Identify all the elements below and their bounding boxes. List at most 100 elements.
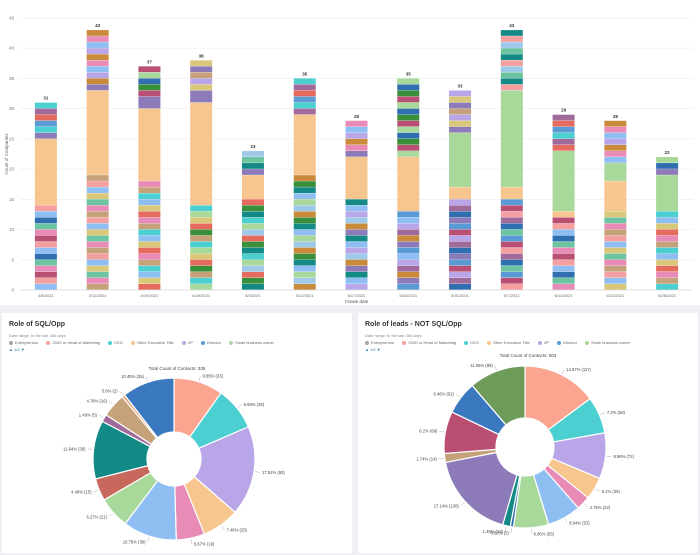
- pie-slice-label: 11.06% (89): [470, 363, 493, 368]
- bar-segment: [138, 108, 161, 181]
- bar-segment: [449, 205, 472, 212]
- pie-slice-label: 7.2% (58): [607, 410, 626, 415]
- bar-segment: [138, 217, 161, 224]
- legend-label: VP: [543, 340, 550, 345]
- bar-segment: [449, 283, 472, 290]
- legend-item[interactable]: Other Executive Title: [486, 340, 530, 345]
- bar-total-label: 38: [199, 53, 205, 58]
- bar-segment: [604, 132, 627, 139]
- bar-segment: [449, 96, 472, 103]
- bar-segment: [293, 199, 316, 206]
- bar-segment: [241, 157, 264, 163]
- pie-leader-line: [93, 489, 99, 493]
- pie-slice-label: 10.75% (36): [123, 539, 146, 544]
- bar-segment: [500, 66, 523, 73]
- legend-swatch: [9, 340, 13, 345]
- bar-segment: [138, 223, 161, 230]
- bar-segment: [552, 229, 575, 236]
- bar-segment: [500, 90, 523, 187]
- pie-leader-line: [108, 401, 113, 405]
- pie-slice-label: 5.67% (19): [194, 542, 215, 547]
- bar-segment: [500, 223, 523, 230]
- legend-item[interactable]: VP: [181, 340, 193, 345]
- bar-total-label: 22: [665, 150, 671, 155]
- bar-segment: [397, 247, 420, 254]
- bar-segment: [656, 157, 679, 163]
- legend-swatch: [365, 340, 369, 345]
- pie-slice-label: 6.85% (55): [534, 531, 555, 536]
- legend-label: Entrepreneur: [15, 340, 39, 345]
- pie-leader-line: [147, 537, 150, 542]
- bar-segment: [138, 205, 161, 212]
- bar-segment: [190, 247, 213, 254]
- bar-segment: [34, 217, 57, 224]
- bar-segment: [449, 241, 472, 248]
- bar-segment: [604, 235, 627, 242]
- legend-item[interactable]: VP: [537, 340, 550, 345]
- bar-segment: [86, 66, 109, 73]
- y-tick-label: 35: [9, 76, 15, 81]
- bar-segment: [86, 60, 109, 67]
- bar-segment: [500, 30, 523, 36]
- pie-slice: [471, 365, 526, 426]
- bar-segment: [190, 78, 213, 85]
- bar-segment: [86, 90, 109, 175]
- legend-item[interactable]: Director: [201, 340, 221, 345]
- legend-item[interactable]: CEO: [108, 340, 123, 345]
- not-sql-opp-panel: Role of leads - NOT SQL/Opp Date range: …: [358, 313, 698, 553]
- pie-slice-label: 6.46% (52): [433, 392, 454, 397]
- bar-segment: [449, 211, 472, 218]
- bar-segment: [241, 253, 264, 260]
- legend-item[interactable]: Other Executive Title: [130, 340, 174, 345]
- bar-segment: [190, 229, 213, 236]
- bar-segment: [34, 229, 57, 236]
- bar-segment: [190, 271, 213, 278]
- bar-segment: [656, 163, 679, 169]
- pie-leader-line: [561, 369, 565, 374]
- y-tick-label: 0: [11, 288, 14, 293]
- legend-item[interactable]: CEO: [464, 340, 479, 345]
- bar-segment: [656, 271, 679, 278]
- x-tick-label: 5/3/2021: [245, 293, 261, 298]
- pie-leader-line: [564, 518, 568, 524]
- bar-segment: [500, 187, 523, 200]
- bar-segment: [293, 78, 316, 85]
- legend-item[interactable]: CMO or Head of Marketing: [402, 340, 456, 345]
- bar-segment: [656, 277, 679, 284]
- left-legend-pager[interactable]: ▲ 1/2 ▼: [9, 347, 25, 352]
- bar-segment: [656, 265, 679, 272]
- legend-item[interactable]: Small business owner: [229, 340, 274, 345]
- bar-segment: [449, 223, 472, 230]
- legend-item[interactable]: Director: [557, 340, 577, 345]
- bar-segment: [449, 265, 472, 272]
- pie-leader-line: [108, 513, 113, 517]
- bar-total-label: 28: [613, 114, 619, 119]
- bar-segment: [293, 229, 316, 236]
- pie-slice-label: 17.14% (138): [434, 503, 460, 508]
- legend-item[interactable]: Entrepreneur: [9, 340, 38, 345]
- legend-label: Director: [563, 340, 578, 345]
- bar-segment: [604, 126, 627, 133]
- right-legend-pager[interactable]: ▲ 1/2 ▼: [365, 347, 381, 352]
- bar-segment: [241, 169, 264, 175]
- bar-segment: [86, 72, 109, 79]
- bar-segment: [345, 144, 368, 151]
- bar-segment: [604, 277, 627, 284]
- bar-segment: [604, 181, 627, 212]
- bar-segment: [34, 265, 57, 272]
- bar-segment: [500, 211, 523, 218]
- pie-slice-label: 14.57% (117): [566, 367, 591, 372]
- bar-segment: [138, 199, 161, 206]
- bar-segment: [604, 138, 627, 145]
- legend-item[interactable]: Small business owner: [585, 340, 630, 345]
- left-pager-label: 1/2: [14, 347, 20, 352]
- bar-segment: [86, 48, 109, 54]
- legend-item[interactable]: Entrepreneur: [365, 340, 394, 345]
- bar-segment: [34, 283, 57, 290]
- bar-segment: [86, 187, 109, 193]
- bar-segment: [138, 72, 161, 79]
- bar-segment: [345, 253, 368, 260]
- bar-segment: [293, 253, 316, 260]
- legend-item[interactable]: CMO or Head of Marketing: [46, 340, 100, 345]
- bar-segment: [34, 271, 57, 278]
